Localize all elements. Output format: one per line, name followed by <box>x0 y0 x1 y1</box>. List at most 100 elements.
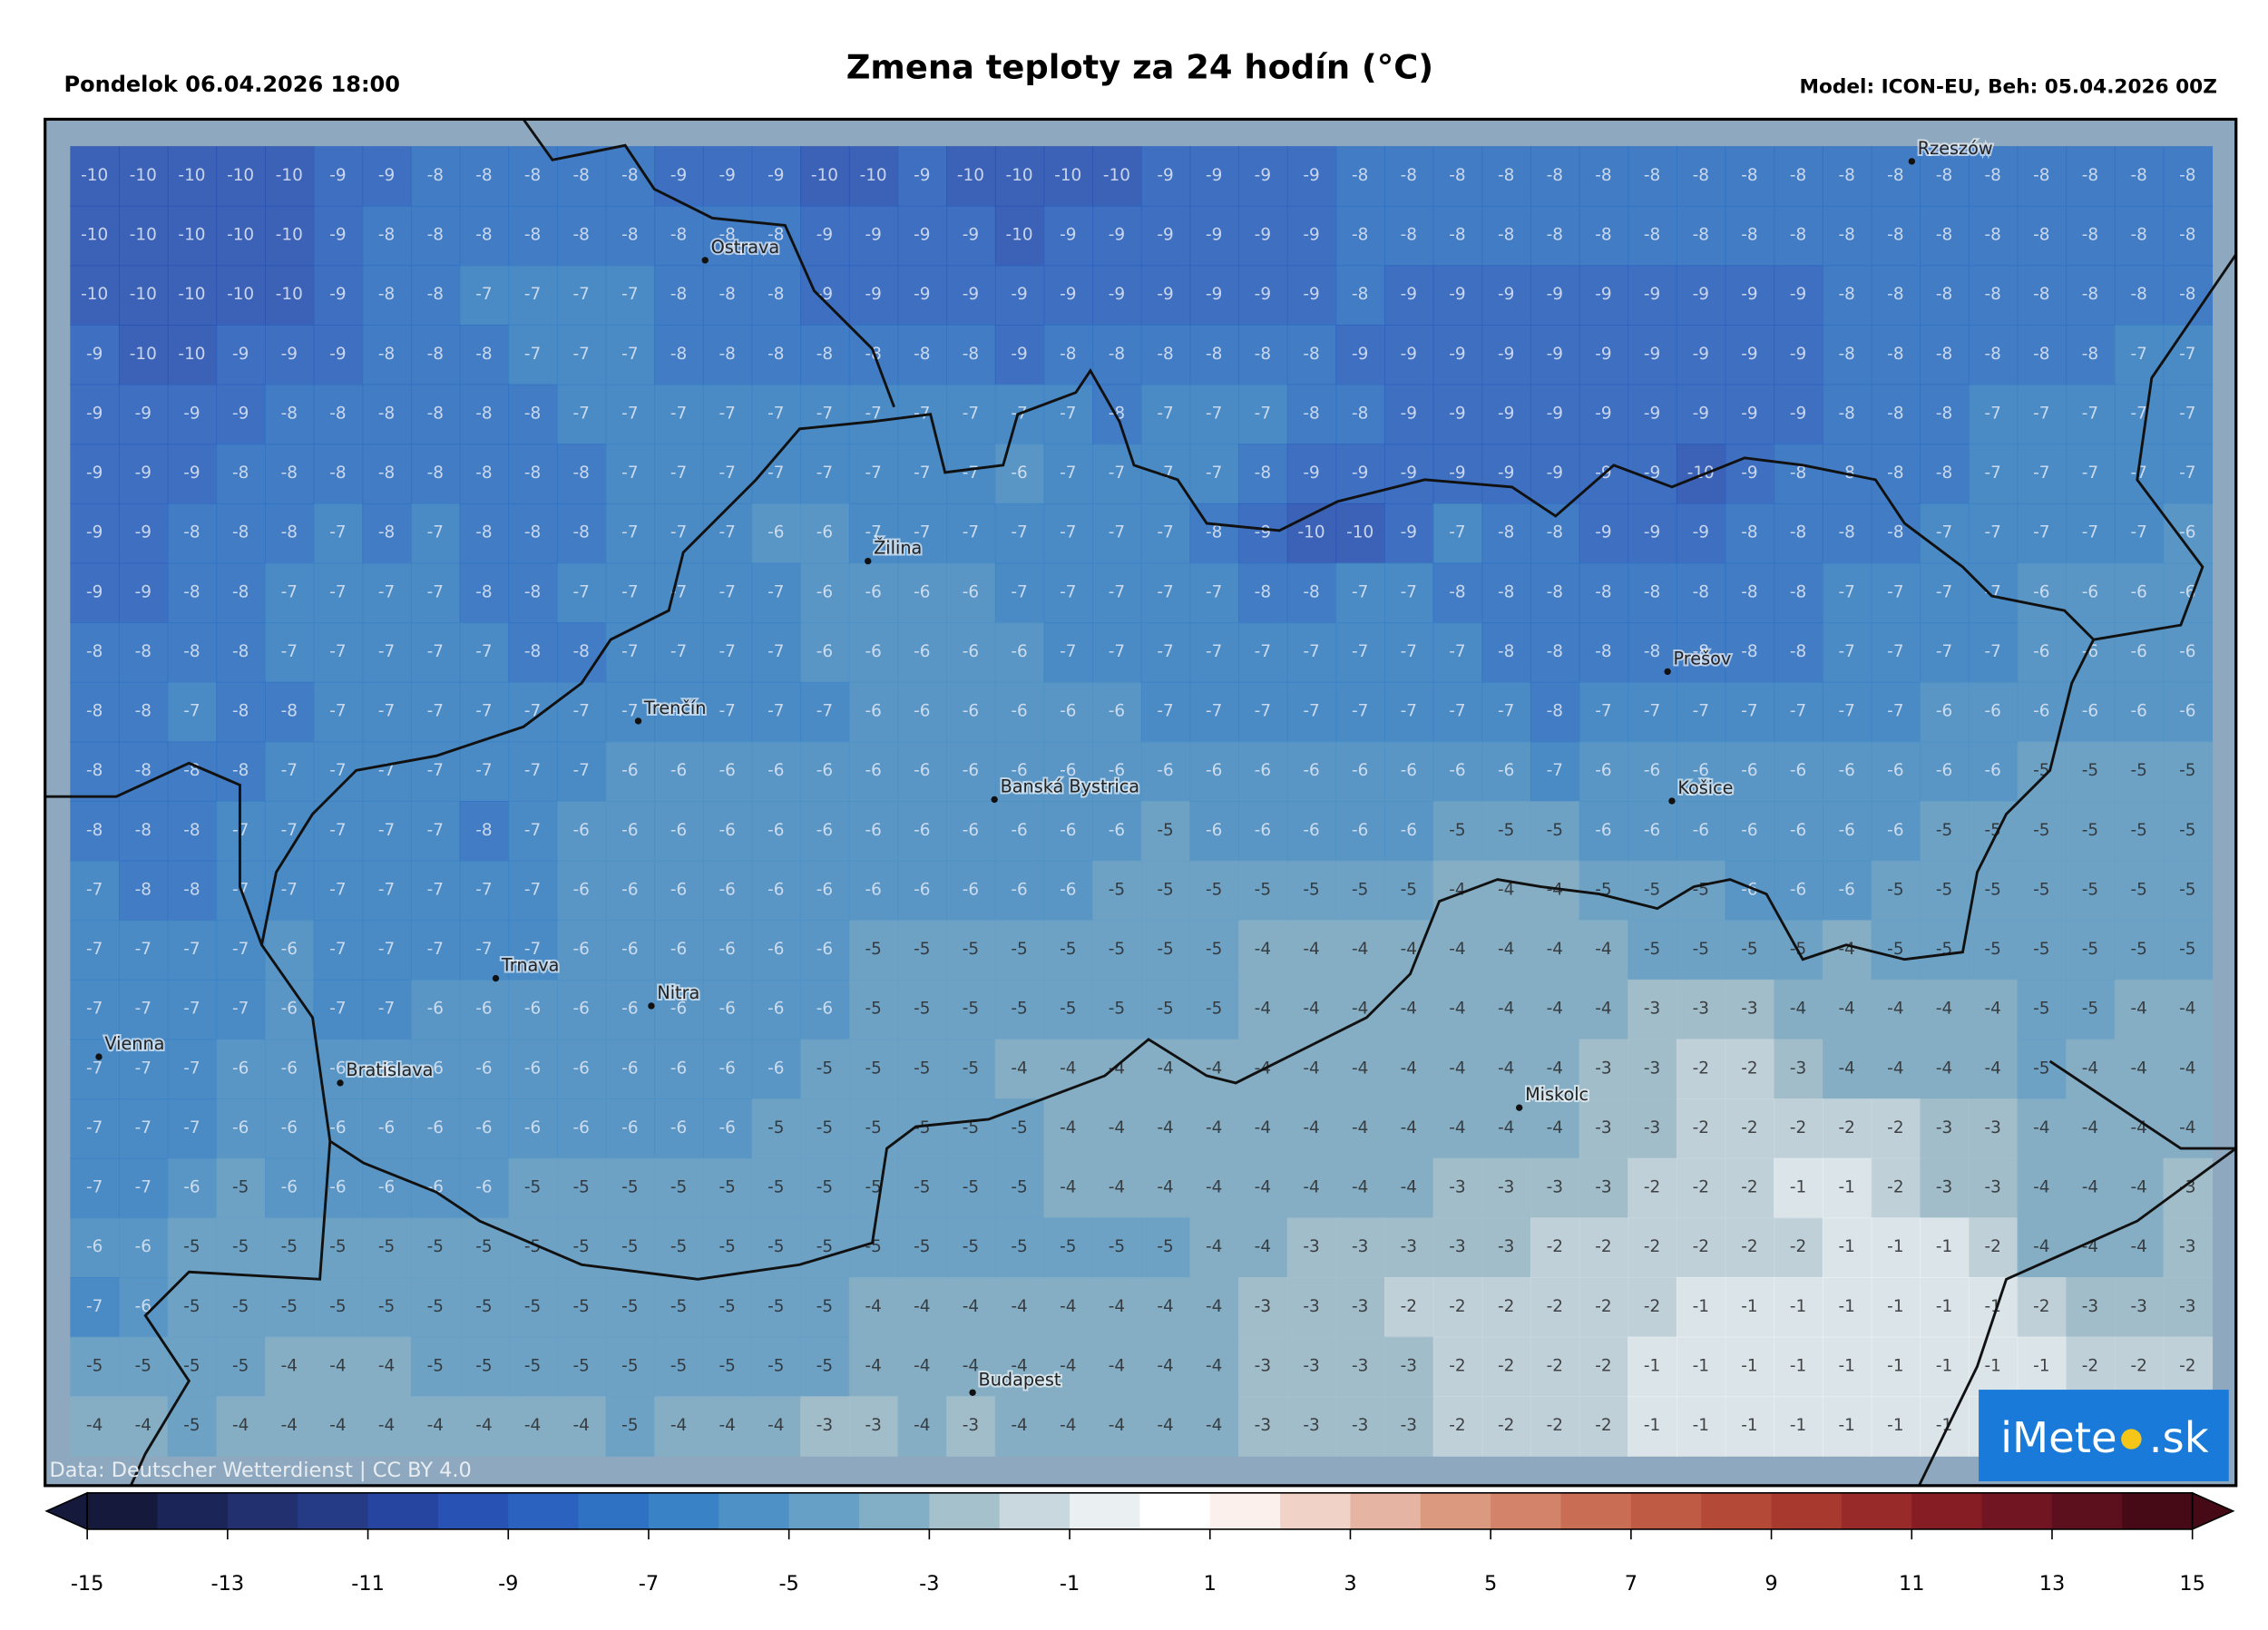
field-cell <box>1968 265 2019 326</box>
field-value: -4 <box>1936 1000 1952 1019</box>
field-cell <box>1286 1098 1337 1159</box>
field-value: -3 <box>1303 1237 1319 1256</box>
field-value: -9 <box>865 285 881 304</box>
field-value: -2 <box>1644 1237 1660 1256</box>
field-value: -4 <box>1011 1059 1027 1078</box>
field-value: -5 <box>914 940 930 959</box>
field-cell <box>1530 622 1580 683</box>
field-cell <box>1774 860 1823 922</box>
field-value: -9 <box>1206 226 1222 245</box>
field-value: -7 <box>475 702 492 721</box>
colorbar-bin <box>1209 1492 1281 1529</box>
city-dot <box>634 717 642 725</box>
field-value: -5 <box>1206 1000 1222 1019</box>
field-cell <box>848 920 899 981</box>
field-value: -6 <box>914 582 930 601</box>
field-value: -5 <box>2130 880 2146 899</box>
field-value: -7 <box>281 582 298 601</box>
field-value: -4 <box>1984 1059 2000 1078</box>
field-cell <box>459 800 510 862</box>
field-value: -4 <box>378 1416 395 1435</box>
field-cell <box>556 1157 607 1219</box>
field-cell <box>1676 741 1726 802</box>
field-cell <box>362 146 412 207</box>
field-value: -7 <box>1790 702 1806 721</box>
field-value: -4 <box>378 1356 395 1375</box>
field-value: -6 <box>475 1178 492 1197</box>
field-cell <box>2017 800 2068 862</box>
field-value: -5 <box>1011 1118 1027 1137</box>
field-value: -9 <box>1449 404 1465 423</box>
field-value: -3 <box>1303 1297 1319 1316</box>
field-value: -7 <box>135 1178 152 1197</box>
field-cell <box>1968 741 2019 802</box>
field-cell <box>946 1276 996 1338</box>
field-cell <box>654 622 704 683</box>
field-cell <box>2066 146 2116 207</box>
field-cell <box>2114 205 2165 267</box>
field-cell <box>1871 979 1921 1040</box>
field-cell <box>1238 265 1288 326</box>
field-value: -8 <box>427 285 444 304</box>
field-value: -6 <box>1109 821 1125 840</box>
field-value: -8 <box>183 821 200 840</box>
field-cell <box>1043 503 1094 564</box>
field-cell <box>1822 1157 1872 1219</box>
field-cell <box>167 622 218 683</box>
field-value: -6 <box>1206 761 1222 780</box>
field-value: -9 <box>1595 404 1611 423</box>
colorbar-bin <box>859 1492 931 1529</box>
field-cell <box>1725 800 1775 862</box>
field-value: -7 <box>1644 702 1660 721</box>
field-value: -3 <box>1255 1356 1271 1375</box>
field-value: -5 <box>719 1178 735 1197</box>
field-value: -8 <box>1547 642 1563 661</box>
field-cell <box>556 800 607 862</box>
field-value: -8 <box>1157 345 1173 364</box>
field-value: -5 <box>281 1237 298 1256</box>
field-cell <box>1189 920 1239 981</box>
field-cell <box>2163 1276 2214 1338</box>
field-value: -5 <box>183 1356 200 1375</box>
field-cell <box>751 1336 802 1398</box>
field-value: -5 <box>1060 1237 1076 1256</box>
field-cell <box>1189 1276 1239 1338</box>
field-cell <box>167 503 218 564</box>
field-value: -2 <box>1693 1118 1709 1137</box>
field-value: -5 <box>1547 821 1563 840</box>
field-cell <box>70 1217 120 1278</box>
field-value: -3 <box>1352 1297 1368 1316</box>
field-value: -5 <box>1109 1237 1125 1256</box>
field-cell <box>1335 1039 1385 1100</box>
field-value: -9 <box>767 166 784 185</box>
field-value: -8 <box>427 464 444 483</box>
field-cell <box>1822 860 1872 922</box>
field-value: -8 <box>573 166 590 185</box>
field-value: -5 <box>621 1297 638 1316</box>
field-cell <box>2017 622 2068 683</box>
field-value: -7 <box>816 702 833 721</box>
field-value: -10 <box>81 226 108 245</box>
field-value: -4 <box>1255 1000 1271 1019</box>
field-cell <box>1432 503 1483 564</box>
field-value: -7 <box>816 404 833 423</box>
field-cell <box>605 979 656 1040</box>
field-value: -8 <box>1401 226 1417 245</box>
field-cell <box>1335 1098 1385 1159</box>
field-value: -4 <box>1401 940 1417 959</box>
field-cell <box>605 681 656 743</box>
field-value: -5 <box>2082 761 2098 780</box>
field-cell <box>1432 622 1483 683</box>
field-cell <box>2163 1217 2214 1278</box>
field-cell <box>216 1336 266 1398</box>
field-value: -5 <box>816 1237 833 1256</box>
map-title: Zmena teploty za 24 hodín (°C) <box>846 48 1433 87</box>
field-value: -8 <box>1984 166 2000 185</box>
field-cell <box>216 265 266 326</box>
field-cell <box>410 444 461 504</box>
field-value: -9 <box>135 582 152 601</box>
field-value: -6 <box>2130 642 2146 661</box>
field-value: -6 <box>1109 702 1125 721</box>
field-value: -3 <box>1303 1356 1319 1375</box>
field-cell <box>848 205 899 267</box>
